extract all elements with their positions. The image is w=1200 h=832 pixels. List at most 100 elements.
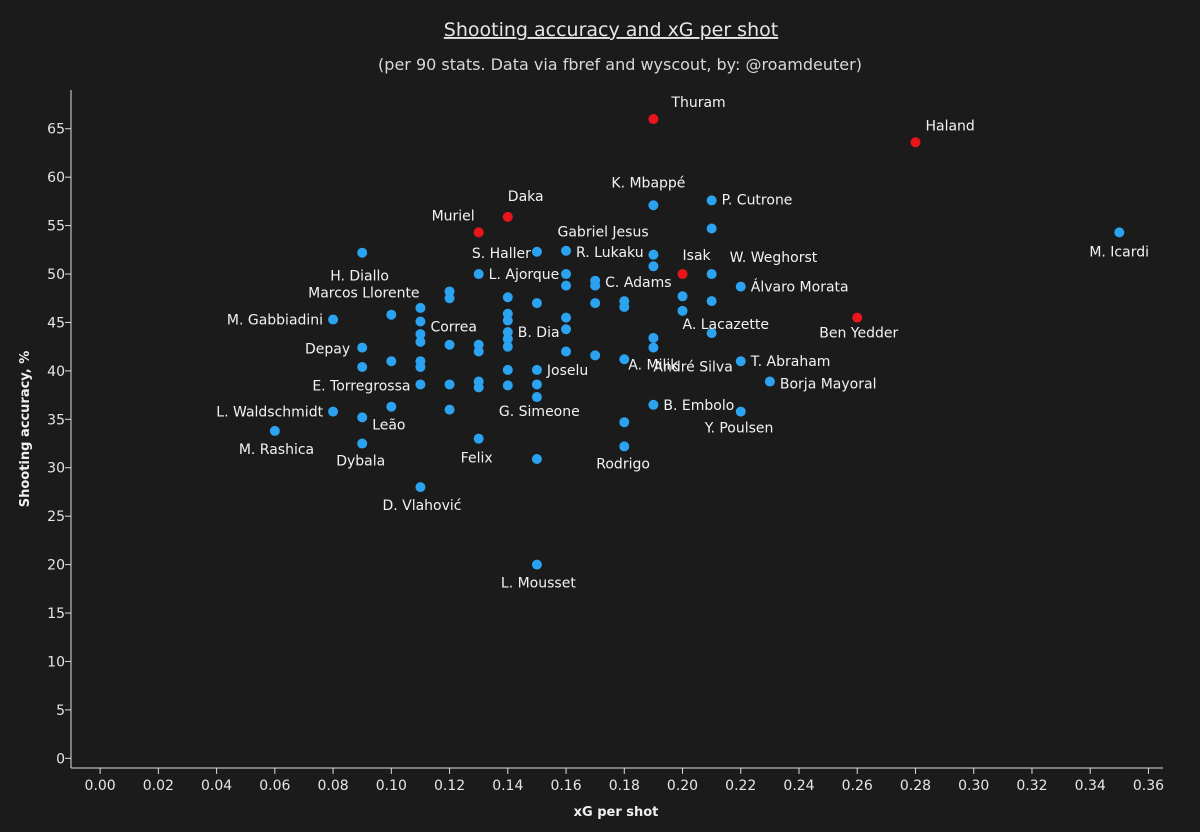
y-tick-label: 30 — [47, 461, 65, 477]
data-point — [444, 379, 455, 390]
data-point — [269, 425, 280, 436]
y-axis-ticks: 0 5 10 15 20 25 30 35 40 45 50 55 60 65 — [47, 122, 71, 767]
point-label: Borja Mayoral — [780, 377, 877, 393]
x-tick-label: 0.34 — [1075, 778, 1106, 794]
point-label: Isak — [683, 248, 712, 264]
data-point — [473, 382, 484, 393]
data-point — [561, 346, 572, 357]
data-point — [415, 316, 426, 327]
x-axis-ticks: 0.00 0.02 0.04 0.06 0.08 0.10 0.12 0.14 0.16 0.18… — [85, 768, 1164, 794]
data-point — [619, 441, 630, 452]
x-tick-label: 0.22 — [725, 778, 756, 794]
data-point — [502, 341, 513, 352]
point-label: Y. Poulsen — [704, 421, 774, 437]
point-label: P. Cutrone — [722, 192, 793, 208]
data-point — [328, 314, 339, 325]
data-point — [415, 329, 426, 340]
data-point — [473, 269, 484, 280]
data-point — [531, 454, 542, 465]
point-label: A. Milik — [628, 357, 679, 373]
chart-subtitle: (per 90 stats. Data via fbref and wyscou… — [378, 55, 862, 74]
y-tick-label: 45 — [47, 315, 65, 331]
data-point — [473, 346, 484, 357]
point-label: D. Vlahović — [382, 498, 461, 514]
data-point — [561, 324, 572, 335]
y-tick-label: 65 — [47, 122, 65, 138]
data-point — [706, 223, 717, 234]
chart-title: Shooting accuracy and xG per shot — [444, 19, 778, 41]
y-tick-label: 55 — [47, 219, 65, 235]
data-point — [502, 380, 513, 391]
data-point — [502, 292, 513, 303]
point-label: M. Rashica — [239, 442, 314, 458]
point-label: B. Embolo — [663, 398, 734, 414]
y-tick-label: 25 — [47, 509, 65, 525]
point-label: K. Mbappé — [611, 175, 685, 191]
point-label: Ben Yedder — [819, 326, 898, 342]
x-tick-label: 0.28 — [900, 778, 931, 794]
data-point — [502, 333, 513, 344]
point-label: Correa — [430, 319, 477, 335]
point-label: Dybala — [336, 454, 385, 470]
data-point — [386, 309, 397, 320]
point-label: Rodrigo — [596, 456, 650, 472]
data-point — [648, 249, 659, 260]
data-point — [561, 269, 572, 280]
point-label: Felix — [461, 451, 493, 467]
x-tick-label: 0.04 — [201, 778, 232, 794]
point-label: Thuram — [670, 95, 725, 111]
x-tick-label: 0.26 — [842, 778, 873, 794]
data-point — [386, 401, 397, 412]
point-label: S. Haller — [472, 246, 531, 262]
point-label: Depay — [305, 342, 350, 358]
point-label: R. Lukaku — [576, 245, 644, 261]
y-axis-title: Shooting accuracy, % — [18, 351, 33, 508]
data-point — [648, 399, 659, 410]
point-label: C. Adams — [605, 275, 671, 291]
x-tick-label: 0.30 — [958, 778, 989, 794]
data-point — [502, 315, 513, 326]
point-label: W. Weghorst — [730, 250, 818, 266]
x-tick-label: 0.20 — [667, 778, 698, 794]
y-tick-label: 60 — [47, 170, 65, 186]
data-point — [415, 362, 426, 373]
data-point — [590, 280, 601, 291]
x-tick-label: 0.00 — [85, 778, 116, 794]
x-tick-label: 0.02 — [143, 778, 174, 794]
x-axis-title: xG per shot — [574, 805, 659, 820]
point-label: A. Lacazette — [683, 317, 769, 333]
point-label: G. Simeone — [499, 404, 580, 420]
data-point — [677, 305, 688, 316]
data-point — [735, 281, 746, 292]
data-point — [561, 312, 572, 323]
x-tick-label: 0.08 — [317, 778, 348, 794]
x-tick-label: 0.14 — [492, 778, 523, 794]
data-point — [357, 438, 368, 449]
data-point — [444, 339, 455, 350]
x-tick-label: 0.18 — [609, 778, 640, 794]
point-label: Muriel — [432, 208, 475, 224]
point-label: L. Ajorque — [489, 267, 560, 283]
data-point — [619, 417, 630, 428]
highlight-point — [648, 114, 659, 125]
data-point — [357, 247, 368, 258]
highlight-point — [910, 137, 921, 148]
highlight-point — [677, 269, 688, 280]
data-point — [444, 293, 455, 304]
y-tick-label: 15 — [47, 606, 65, 622]
data-point — [415, 482, 426, 493]
point-labels: Thuram Haland Muriel Daka Isak Ben Yedder K. M… — [216, 95, 1149, 592]
data-point — [677, 291, 688, 302]
data-point — [357, 412, 368, 423]
data-point — [531, 298, 542, 309]
y-tick-label: 5 — [56, 703, 65, 719]
point-label: Álvaro Morata — [751, 279, 849, 296]
data-point — [619, 354, 630, 365]
y-tick-label: 40 — [47, 364, 65, 380]
data-point — [735, 356, 746, 367]
point-label: M. Icardi — [1089, 244, 1149, 260]
highlight-point — [502, 211, 513, 222]
highlight-point — [473, 227, 484, 238]
data-point — [357, 342, 368, 353]
